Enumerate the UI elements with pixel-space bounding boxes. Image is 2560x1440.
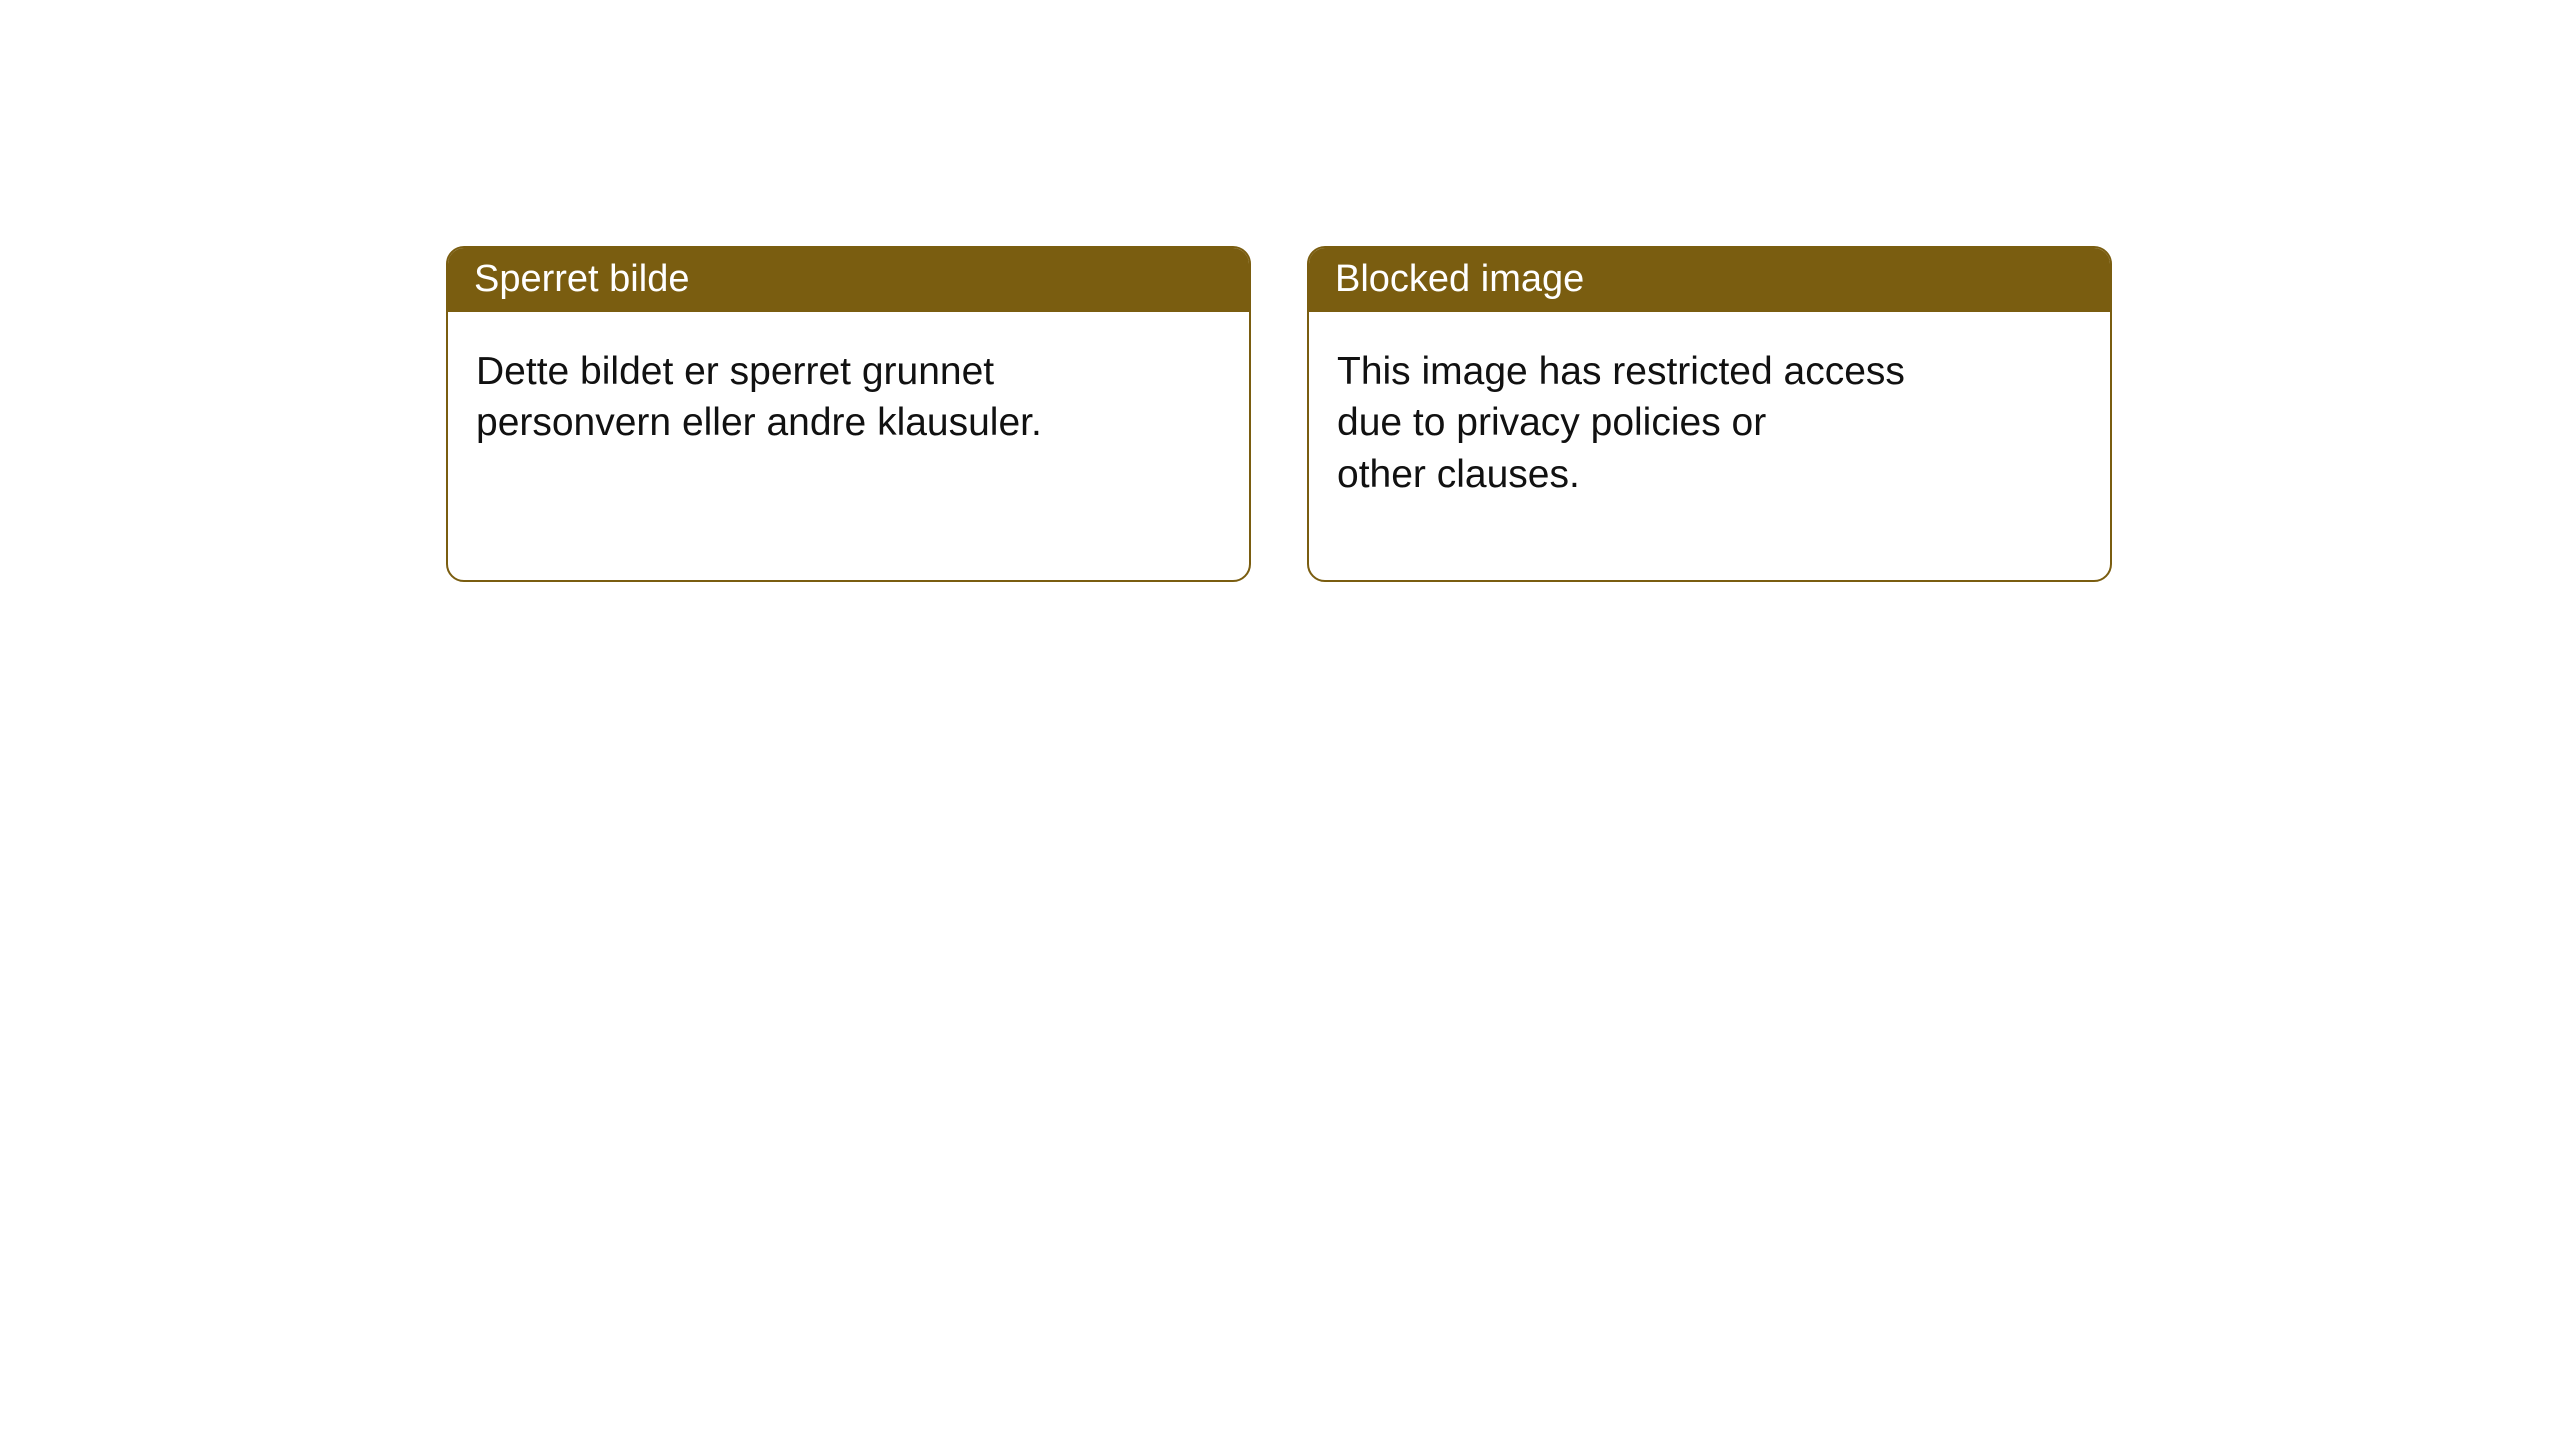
notice-row: Sperret bilde Dette bildet er sperret gr… (0, 0, 2560, 582)
card-title-en: Blocked image (1309, 248, 2110, 312)
blocked-image-card-en: Blocked image This image has restricted … (1307, 246, 2112, 582)
card-body-en: This image has restricted access due to … (1309, 312, 2110, 500)
card-body-no: Dette bildet er sperret grunnet personve… (448, 312, 1249, 449)
card-title-no: Sperret bilde (448, 248, 1249, 312)
blocked-image-card-no: Sperret bilde Dette bildet er sperret gr… (446, 246, 1251, 582)
